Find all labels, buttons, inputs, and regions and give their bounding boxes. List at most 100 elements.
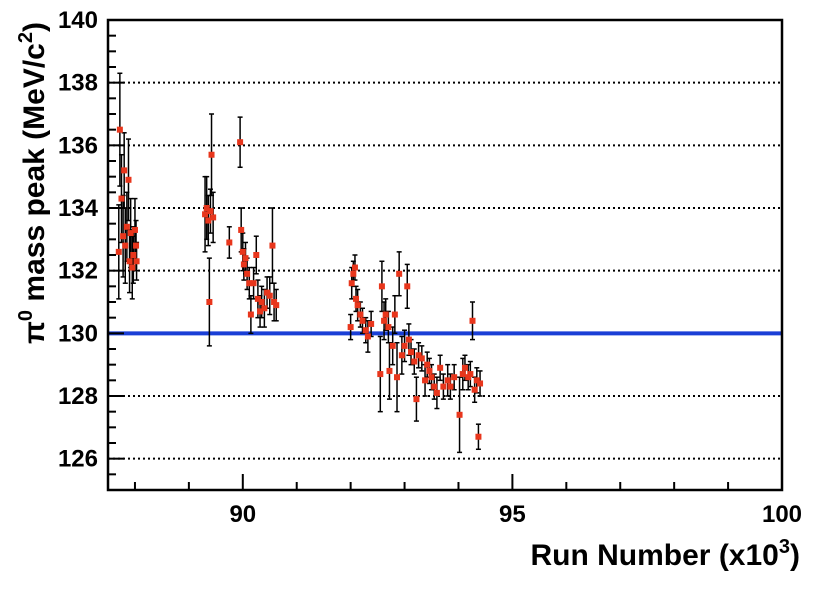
- data-point: [129, 265, 135, 271]
- data-point: [116, 249, 122, 255]
- data-point: [429, 374, 435, 380]
- data-point: [357, 312, 363, 318]
- data-point: [386, 368, 392, 374]
- x-tick-label-95: 95: [499, 501, 526, 528]
- x-axis-ticks: 90 95 100: [135, 474, 802, 528]
- data-point: [130, 252, 136, 258]
- data-point: [350, 271, 356, 277]
- data-point: [419, 355, 425, 361]
- data-point: [125, 177, 131, 183]
- data-point: [202, 211, 208, 217]
- y-tick-label-140: 140: [58, 7, 98, 34]
- data-point: [394, 374, 400, 380]
- data-point: [349, 280, 355, 286]
- data-point: [413, 396, 419, 402]
- data-point: [451, 374, 457, 380]
- data-point: [259, 299, 265, 305]
- x-tick-label-100: 100: [762, 501, 802, 528]
- data-point: [352, 265, 358, 271]
- data-point: [368, 321, 374, 327]
- data-point: [363, 327, 369, 333]
- data-point: [385, 324, 391, 330]
- y-tick-label-130: 130: [58, 320, 98, 347]
- y-tick-label-128: 128: [58, 383, 98, 410]
- data-point: [406, 337, 412, 343]
- data-point: [445, 377, 451, 383]
- data-point: [462, 365, 468, 371]
- data-point: [392, 312, 398, 318]
- data-point: [355, 302, 361, 308]
- x-axis-title: Run Number (x103): [530, 536, 800, 572]
- y-tick-label-126: 126: [58, 446, 98, 473]
- data-point: [238, 227, 244, 233]
- data-point: [360, 318, 366, 324]
- data-point: [411, 359, 417, 365]
- data-point: [431, 384, 437, 390]
- data-point: [237, 139, 243, 145]
- y-tick-label-136: 136: [58, 132, 98, 159]
- data-point: [422, 377, 428, 383]
- data-point: [127, 258, 133, 264]
- data-point: [251, 280, 257, 286]
- data-point: [424, 362, 430, 368]
- data-point: [120, 233, 126, 239]
- data-point: [365, 333, 371, 339]
- y-axis-ticks: 126 128 130 132 134 136 138 140: [58, 7, 124, 490]
- data-point: [390, 343, 396, 349]
- data-point: [122, 243, 128, 249]
- data-point: [117, 127, 123, 133]
- data-point: [381, 318, 387, 324]
- data-point: [132, 227, 138, 233]
- data-point: [244, 271, 250, 277]
- data-point: [447, 384, 453, 390]
- data-point: [353, 296, 359, 302]
- data-point: [457, 412, 463, 418]
- y-tick-label-132: 132: [58, 258, 98, 285]
- data-points: [116, 127, 483, 440]
- data-point: [404, 283, 410, 289]
- data-point: [124, 224, 130, 230]
- data-point: [408, 349, 414, 355]
- y-tick-label-138: 138: [58, 70, 98, 97]
- data-point: [253, 252, 259, 258]
- data-point: [402, 343, 408, 349]
- data-point: [475, 434, 481, 440]
- data-point: [472, 387, 478, 393]
- data-point: [440, 384, 446, 390]
- data-point: [226, 239, 232, 245]
- x-tick-label-90: 90: [229, 501, 256, 528]
- data-point: [396, 271, 402, 277]
- data-point: [383, 312, 389, 318]
- data-point: [460, 371, 466, 377]
- data-point: [426, 368, 432, 374]
- data-point: [469, 318, 475, 324]
- data-point: [261, 305, 267, 311]
- data-point: [379, 283, 385, 289]
- y-tick-label-134: 134: [58, 195, 99, 222]
- plot-frame: [108, 20, 782, 490]
- data-point: [118, 196, 124, 202]
- data-point: [273, 302, 279, 308]
- data-point: [133, 243, 139, 249]
- data-point: [248, 312, 254, 318]
- data-point: [134, 258, 140, 264]
- data-point: [240, 249, 246, 255]
- data-point: [207, 208, 213, 214]
- data-point: [348, 324, 354, 330]
- data-point: [399, 352, 405, 358]
- data-point: [209, 152, 215, 158]
- y-axis-title: π0 mass peak (MeV/c2): [15, 22, 51, 344]
- data-point: [242, 255, 248, 261]
- data-point: [210, 214, 216, 220]
- data-point: [206, 299, 212, 305]
- data-point: [267, 293, 273, 299]
- data-point: [437, 365, 443, 371]
- data-point: [377, 371, 383, 377]
- data-point: [477, 380, 483, 386]
- data-point: [121, 167, 127, 173]
- data-point: [467, 371, 473, 377]
- data-point: [434, 390, 440, 396]
- data-point: [269, 243, 275, 249]
- data-point: [241, 261, 247, 267]
